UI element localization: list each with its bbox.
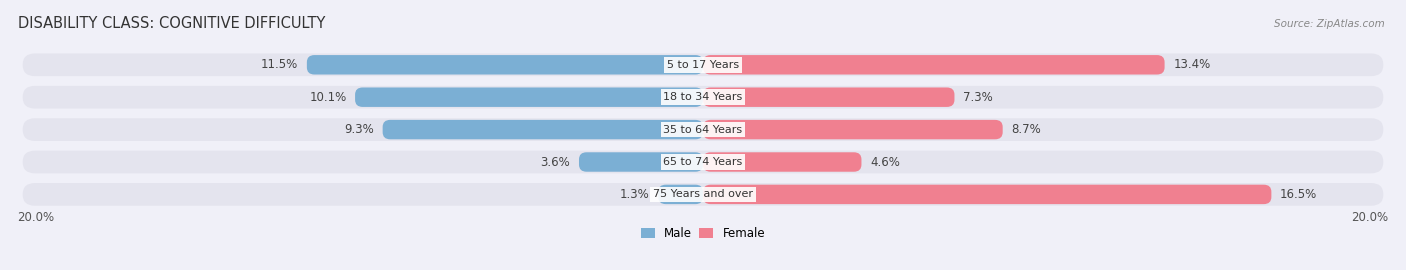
FancyBboxPatch shape xyxy=(703,120,1002,139)
Text: 1.3%: 1.3% xyxy=(620,188,650,201)
Text: 5 to 17 Years: 5 to 17 Years xyxy=(666,60,740,70)
FancyBboxPatch shape xyxy=(22,86,1384,109)
FancyBboxPatch shape xyxy=(22,118,1384,141)
FancyBboxPatch shape xyxy=(382,120,703,139)
Text: 18 to 34 Years: 18 to 34 Years xyxy=(664,92,742,102)
Text: 65 to 74 Years: 65 to 74 Years xyxy=(664,157,742,167)
FancyBboxPatch shape xyxy=(22,183,1384,206)
Text: 13.4%: 13.4% xyxy=(1173,58,1211,71)
FancyBboxPatch shape xyxy=(703,152,862,172)
Text: 20.0%: 20.0% xyxy=(1351,211,1389,224)
FancyBboxPatch shape xyxy=(22,53,1384,76)
FancyBboxPatch shape xyxy=(703,185,1271,204)
FancyBboxPatch shape xyxy=(703,87,955,107)
FancyBboxPatch shape xyxy=(356,87,703,107)
Text: 10.1%: 10.1% xyxy=(309,91,346,104)
FancyBboxPatch shape xyxy=(658,185,703,204)
Text: 3.6%: 3.6% xyxy=(541,156,571,168)
Text: Source: ZipAtlas.com: Source: ZipAtlas.com xyxy=(1274,19,1385,29)
Legend: Male, Female: Male, Female xyxy=(641,227,765,240)
Text: 11.5%: 11.5% xyxy=(262,58,298,71)
Text: DISABILITY CLASS: COGNITIVE DIFFICULTY: DISABILITY CLASS: COGNITIVE DIFFICULTY xyxy=(17,16,325,31)
FancyBboxPatch shape xyxy=(307,55,703,75)
FancyBboxPatch shape xyxy=(703,55,1164,75)
Text: 16.5%: 16.5% xyxy=(1279,188,1317,201)
Text: 7.3%: 7.3% xyxy=(963,91,993,104)
Text: 9.3%: 9.3% xyxy=(344,123,374,136)
FancyBboxPatch shape xyxy=(22,151,1384,173)
Text: 8.7%: 8.7% xyxy=(1011,123,1040,136)
Text: 4.6%: 4.6% xyxy=(870,156,900,168)
Text: 75 Years and over: 75 Years and over xyxy=(652,189,754,200)
Text: 20.0%: 20.0% xyxy=(17,211,55,224)
Text: 35 to 64 Years: 35 to 64 Years xyxy=(664,124,742,135)
FancyBboxPatch shape xyxy=(579,152,703,172)
